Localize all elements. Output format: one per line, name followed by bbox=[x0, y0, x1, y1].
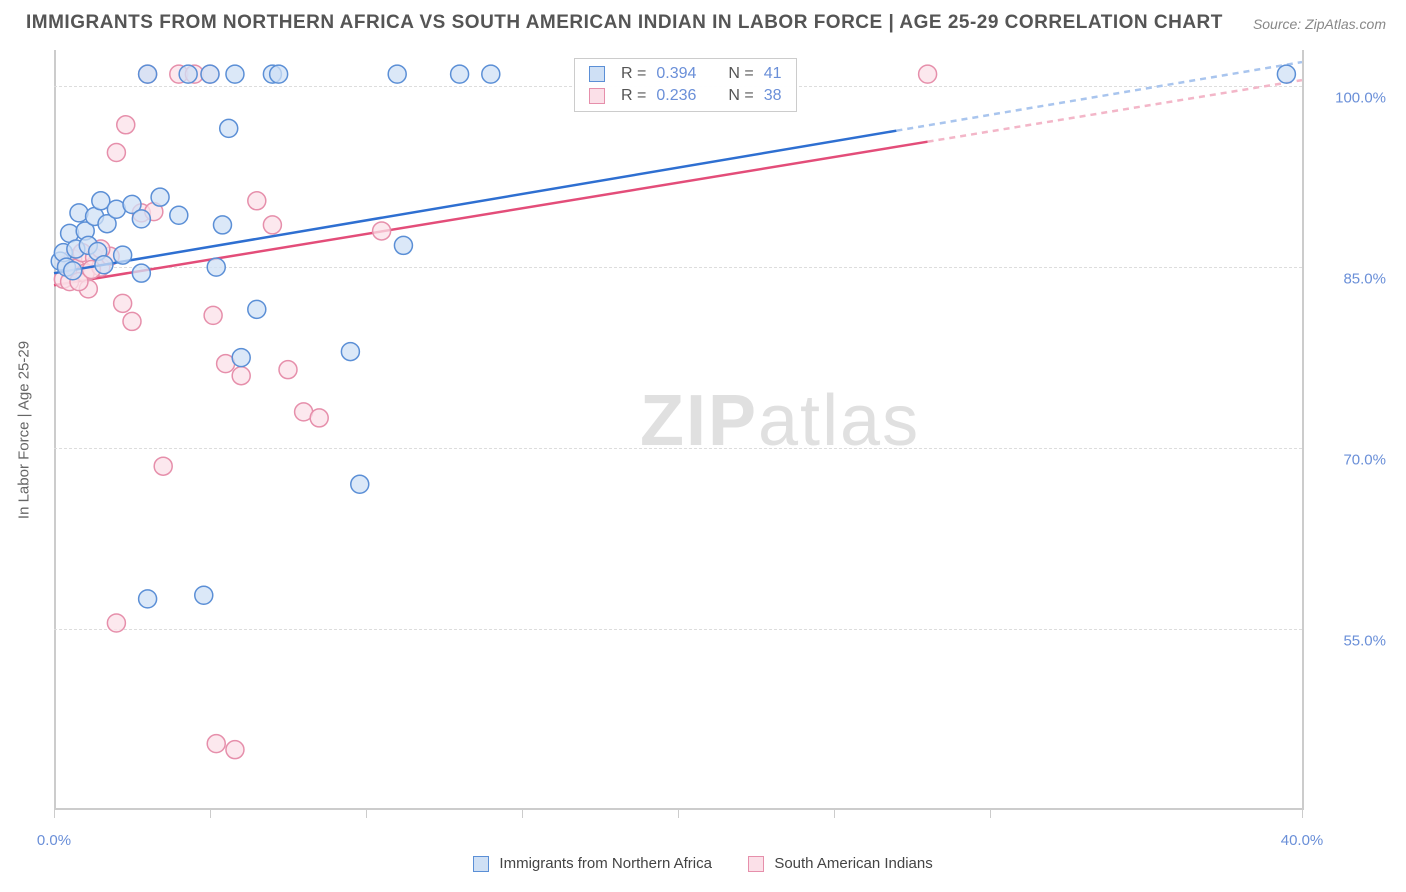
data-point bbox=[213, 216, 231, 234]
data-point bbox=[388, 65, 406, 83]
data-point bbox=[263, 216, 281, 234]
data-point bbox=[248, 300, 266, 318]
trendline-extrapolated bbox=[896, 62, 1302, 131]
data-point bbox=[351, 475, 369, 493]
x-tick bbox=[678, 810, 679, 818]
data-point bbox=[279, 361, 297, 379]
swatch-pink-icon bbox=[589, 88, 605, 104]
n-value-pink: 38 bbox=[764, 87, 782, 105]
data-point bbox=[248, 192, 266, 210]
data-point bbox=[226, 741, 244, 759]
n-label: N = bbox=[728, 65, 753, 83]
data-point bbox=[232, 367, 250, 385]
data-point bbox=[151, 188, 169, 206]
data-point bbox=[132, 210, 150, 228]
data-point bbox=[195, 586, 213, 604]
data-point bbox=[139, 590, 157, 608]
data-point bbox=[64, 262, 82, 280]
x-tick-label: 0.0% bbox=[37, 832, 71, 849]
r-label: R = bbox=[621, 65, 646, 83]
source-attribution: Source: ZipAtlas.com bbox=[1253, 16, 1386, 32]
r-value-pink: 0.236 bbox=[656, 87, 696, 105]
r-value-blue: 0.394 bbox=[656, 65, 696, 83]
x-tick-label: 40.0% bbox=[1281, 832, 1324, 849]
chart-title: IMMIGRANTS FROM NORTHERN AFRICA VS SOUTH… bbox=[26, 12, 1223, 34]
y-tick-label: 70.0% bbox=[1343, 452, 1386, 469]
data-point bbox=[919, 65, 937, 83]
data-point bbox=[139, 65, 157, 83]
r-label: R = bbox=[621, 87, 646, 105]
legend-label-pink: South American Indians bbox=[774, 855, 932, 872]
data-point bbox=[207, 258, 225, 276]
correlation-row-blue: R = 0.394 N = 41 bbox=[585, 63, 786, 85]
chart-container: IMMIGRANTS FROM NORTHERN AFRICA VS SOUTH… bbox=[0, 0, 1406, 892]
data-point bbox=[154, 457, 172, 475]
data-point bbox=[207, 735, 225, 753]
data-point bbox=[482, 65, 500, 83]
data-point bbox=[201, 65, 219, 83]
x-tick bbox=[1302, 810, 1303, 818]
data-point bbox=[107, 614, 125, 632]
x-tick bbox=[210, 810, 211, 818]
data-point bbox=[226, 65, 244, 83]
data-point bbox=[1277, 65, 1295, 83]
y-tick-label: 85.0% bbox=[1343, 271, 1386, 288]
legend-item-pink: South American Indians bbox=[748, 855, 933, 872]
data-point bbox=[132, 264, 150, 282]
x-tick bbox=[54, 810, 55, 818]
swatch-blue-icon bbox=[589, 66, 605, 82]
data-point bbox=[394, 236, 412, 254]
data-point bbox=[204, 306, 222, 324]
x-tick bbox=[522, 810, 523, 818]
legend-label-blue: Immigrants from Northern Africa bbox=[499, 855, 712, 872]
swatch-pink-icon bbox=[748, 856, 764, 872]
y-tick-label: 100.0% bbox=[1335, 90, 1386, 107]
data-point bbox=[179, 65, 197, 83]
trendline-extrapolated bbox=[928, 80, 1302, 142]
trendline bbox=[54, 131, 896, 274]
data-point bbox=[114, 294, 132, 312]
n-label: N = bbox=[728, 87, 753, 105]
data-point bbox=[123, 312, 141, 330]
x-tick bbox=[366, 810, 367, 818]
y-axis-title: In Labor Force | Age 25-29 bbox=[16, 341, 33, 519]
swatch-blue-icon bbox=[473, 856, 489, 872]
x-axis-legend: Immigrants from Northern Africa South Am… bbox=[0, 855, 1406, 872]
data-point bbox=[220, 119, 238, 137]
n-value-blue: 41 bbox=[764, 65, 782, 83]
data-point bbox=[117, 116, 135, 134]
data-point bbox=[270, 65, 288, 83]
correlation-row-pink: R = 0.236 N = 38 bbox=[585, 85, 786, 107]
data-point bbox=[114, 246, 132, 264]
data-point bbox=[170, 206, 188, 224]
x-tick bbox=[990, 810, 991, 818]
correlation-legend: R = 0.394 N = 41 R = 0.236 N = 38 bbox=[574, 58, 797, 112]
legend-item-blue: Immigrants from Northern Africa bbox=[473, 855, 712, 872]
x-tick bbox=[834, 810, 835, 818]
data-point bbox=[107, 144, 125, 162]
y-tick-label: 55.0% bbox=[1343, 633, 1386, 650]
data-point bbox=[341, 343, 359, 361]
data-point bbox=[95, 256, 113, 274]
chart-svg bbox=[54, 50, 1302, 810]
right-axis-border bbox=[1302, 50, 1304, 810]
data-point bbox=[373, 222, 391, 240]
data-point bbox=[232, 349, 250, 367]
data-point bbox=[310, 409, 328, 427]
data-point bbox=[451, 65, 469, 83]
